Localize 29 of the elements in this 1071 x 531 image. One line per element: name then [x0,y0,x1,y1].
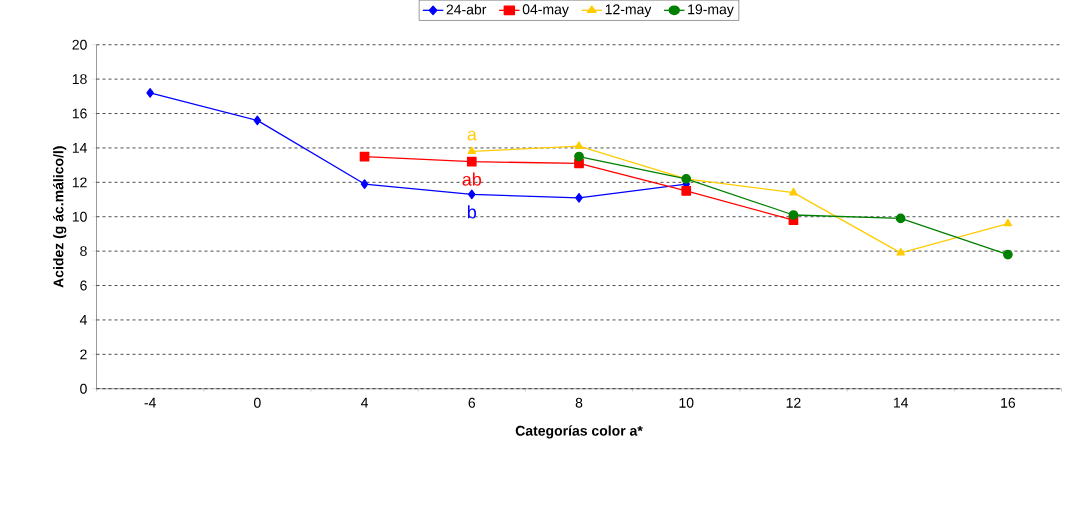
x-tick-label: 12 [786,397,801,408]
y-tick-label: 2 [80,349,87,359]
legend-label: 19-may [688,4,734,17]
y-tick-label: 0 [80,383,87,394]
x-tick-label: 10 [679,397,694,408]
x-tick-label: 8 [575,397,583,408]
x-tick-label: -4 [144,397,156,408]
legend-label: 12-may [605,4,652,17]
y-tick-label: 16 [72,108,87,119]
legend-label: 24-abr [446,3,487,15]
y-tick-label: 8 [80,245,87,256]
y-tick-label: 10 [72,211,87,222]
y-tick-label: 6 [80,280,87,291]
x-tick-label: 14 [893,397,909,408]
x-tick-label: 4 [360,397,369,408]
y-axis-title: Acidez (g ác.málico/l) [53,146,67,288]
y-tick-label: 14 [72,142,87,153]
annotation: a [467,130,477,141]
y-tick-label: 18 [72,73,87,84]
annotation: ab [462,172,482,186]
y-tick-label: 12 [72,177,87,187]
annotation: b [467,204,477,219]
x-axis-title: Categorías color a* [515,425,643,439]
y-tick-label: 4 [79,314,87,325]
x-tick-label: 0 [253,397,261,408]
y-tick-label: 20 [72,39,87,50]
legend-label: 04-may [522,4,569,17]
x-tick-label: 6 [468,397,476,408]
x-tick-label: 16 [1001,397,1016,408]
